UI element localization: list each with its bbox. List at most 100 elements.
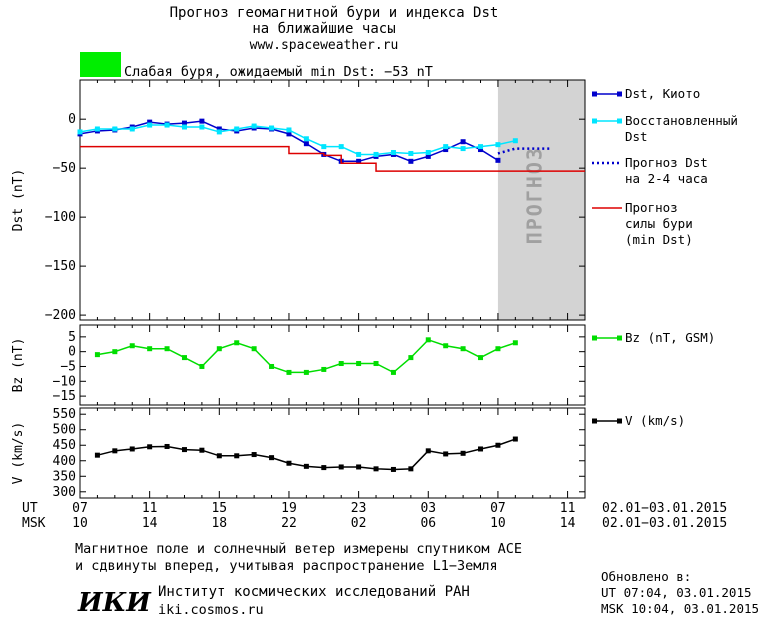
dst-data-point — [425, 153, 431, 159]
v-y-tick-label: 550 — [53, 407, 76, 422]
bz-data-point — [129, 343, 135, 349]
dst-data-point — [216, 126, 222, 132]
institute-site-link[interactable]: iki.cosmos.ru — [158, 602, 264, 618]
website-link[interactable]: www.spaceweather.ru — [250, 38, 399, 53]
v-x-ticks — [79, 408, 586, 498]
bz-data-point — [425, 337, 431, 343]
dst-data-point — [373, 151, 379, 157]
ut-tick-label: 23 — [351, 501, 367, 516]
dst-data-point — [321, 144, 327, 150]
bz-y-tick-label: −15 — [53, 389, 76, 404]
v-data-point — [147, 444, 153, 450]
v-data-point — [512, 436, 518, 442]
dst-data-point — [408, 158, 414, 164]
dst-series-line-1 — [79, 124, 516, 156]
bz-y-tick-label: −10 — [53, 374, 76, 389]
legend-label: Восстановленный Dst — [625, 113, 738, 144]
ut-axis-label: UT — [22, 501, 38, 516]
dst-data-point — [77, 129, 83, 135]
bz-data-point — [495, 346, 501, 352]
bz-series-line-0 — [97, 338, 516, 374]
updated-msk: MSK 10:04, 03.01.2015 — [601, 601, 759, 616]
v-y-axis-label: V (km/s) — [11, 422, 26, 485]
storm-status-swatch — [80, 52, 121, 77]
dst-y-tick-label: −200 — [45, 308, 76, 323]
bz-data-point — [234, 340, 240, 346]
legend-label: Прогноз силы бури (min Dst) — [625, 200, 693, 247]
dst-y-axis: 0 −50 −100 −150 −200 — [45, 112, 585, 323]
ut-tick-label: 15 — [211, 501, 227, 516]
v-data-point — [356, 464, 362, 470]
dst-series — [77, 118, 585, 172]
chart-title-line1: Прогноз геомагнитной бури и индекса Dst — [170, 5, 499, 21]
dst-data-point — [164, 122, 170, 128]
dst-data-point — [425, 149, 431, 155]
legend-swatch-marker — [617, 418, 622, 424]
v-data-point — [129, 446, 135, 452]
dst-data-point — [181, 120, 187, 126]
bz-data-point — [199, 363, 205, 369]
msk-date-range: 02.01−03.01.2015 — [602, 516, 727, 531]
dst-data-point — [460, 139, 466, 145]
legend-swatch-marker — [617, 335, 622, 341]
v-data-point — [373, 466, 379, 472]
bz-data-point — [216, 346, 222, 352]
msk-tick-label: 10 — [72, 516, 88, 531]
dst-data-point — [443, 144, 449, 150]
v-plot-frame — [79, 407, 586, 499]
v-y-tick-label: 450 — [53, 438, 76, 453]
v-data-point — [251, 452, 257, 458]
v-data-point — [321, 465, 327, 471]
dst-plot-frame — [79, 79, 586, 321]
forecast-label: ПРОГНОЗ — [522, 146, 546, 244]
dst-data-point — [286, 127, 292, 133]
v-data-point — [199, 447, 205, 453]
dst-data-point — [356, 151, 362, 157]
v-data-point — [443, 451, 449, 457]
dst-data-point — [478, 144, 484, 150]
legend-label: Bz (nT, GSM) — [625, 330, 715, 345]
measurement-note-line1: Магнитное поле и солнечный ветер измерен… — [75, 541, 522, 557]
bz-data-point — [112, 349, 118, 355]
dst-x-ticks — [79, 80, 586, 320]
dst-y-tick-label: −150 — [45, 259, 76, 274]
updated-label: Обновлено в: — [601, 569, 691, 584]
dst-data-point — [303, 136, 309, 142]
dst-data-point — [478, 147, 484, 153]
msk-tick-label: 14 — [560, 516, 576, 531]
ut-tick-label: 11 — [142, 501, 158, 516]
updated-ut: UT 07:04, 03.01.2015 — [601, 585, 752, 600]
bz-plot-frame — [79, 324, 586, 406]
dst-y-tick-label: −50 — [53, 161, 76, 176]
bz-data-point — [164, 346, 170, 352]
v-data-point — [181, 447, 187, 453]
bz-data-point — [286, 369, 292, 375]
v-data-point — [338, 464, 344, 470]
forecast-region — [497, 80, 585, 320]
bz-data-point — [373, 361, 379, 367]
ut-tick-label: 07 — [490, 501, 506, 516]
dst-data-point — [112, 126, 118, 132]
measurement-note-line2: и сдвинуты вперед, учитывая распростране… — [75, 558, 498, 574]
v-data-point — [460, 450, 466, 456]
v-data-point — [390, 466, 396, 472]
v-data-point — [216, 453, 222, 459]
dst-data-point — [199, 118, 205, 124]
bz-y-tick-label: 5 — [68, 330, 76, 345]
v-series — [94, 436, 518, 472]
legend-swatch-marker — [617, 91, 622, 97]
legend-swatch-marker — [617, 118, 622, 124]
bz-data-point — [408, 355, 414, 361]
dst-data-point — [129, 126, 135, 132]
bz-data-point — [181, 355, 187, 361]
ut-tick-label: 19 — [281, 501, 297, 516]
bz-data-point — [443, 343, 449, 349]
iki-logo: ИКИ — [77, 588, 152, 618]
dst-data-point — [286, 131, 292, 137]
dst-data-point — [443, 147, 449, 153]
bz-data-point — [251, 346, 257, 352]
chart-legend: Dst, Киото Восстановленный Dst Прогноз Dst н… — [592, 86, 738, 428]
